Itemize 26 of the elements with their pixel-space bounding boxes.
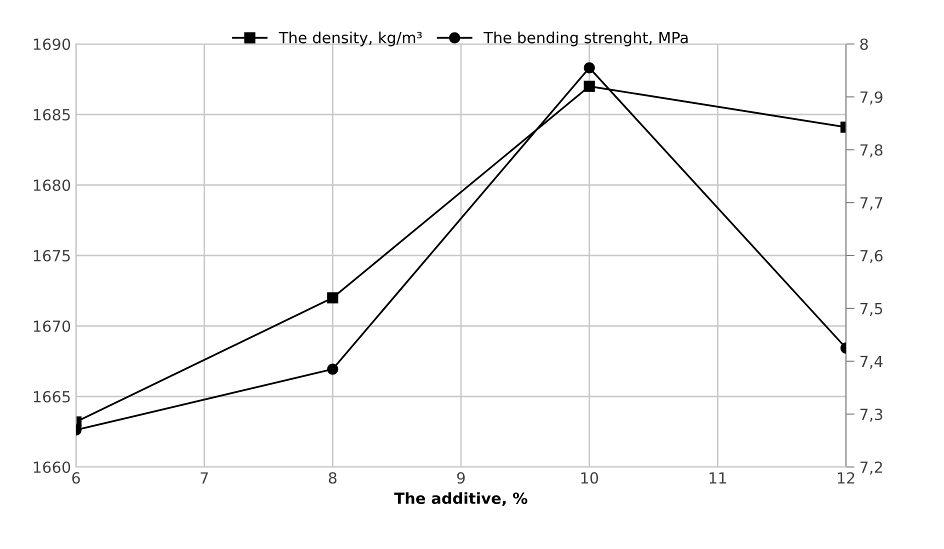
y-tick-label: 1680 <box>34 179 70 192</box>
y2-tick-label: 7,6 <box>860 250 883 264</box>
x-tick-label: 6 <box>72 472 80 484</box>
x-tick-label: 9 <box>457 472 465 484</box>
y-tick-label: 1670 <box>34 320 70 332</box>
x-axis-title: The additive, % <box>394 492 528 506</box>
y-tick-label: 1660 <box>34 461 70 474</box>
y2-tick-label: 7,2 <box>860 461 882 475</box>
x-tick-label: 7 <box>200 472 208 484</box>
y2-tick-label: 7,5 <box>860 303 882 316</box>
x-tick-label: 10 <box>581 472 598 484</box>
x-tick-label: 11 <box>710 472 726 484</box>
y2-tick-label: 7,7 <box>860 197 882 210</box>
y2-tick-label: 7,8 <box>860 144 882 158</box>
y2-tick-label: 7,4 <box>860 356 883 369</box>
y-tick-label: 1665 <box>34 390 70 403</box>
legend-label: The density, kg/m³ <box>278 32 422 46</box>
y-tick-label: 1675 <box>34 250 70 262</box>
y2-tick-label: 8 <box>860 38 868 50</box>
x-tick-label: 12 <box>838 472 854 484</box>
y2-tick-label: 7,3 <box>860 408 882 422</box>
x-tick-label: 8 <box>328 472 336 484</box>
y-tick-label: 1690 <box>34 38 70 50</box>
legend-label: The bending strenght, MPa <box>484 32 688 46</box>
y2-tick-label: 7,9 <box>860 91 882 104</box>
y-tick-label: 1685 <box>34 108 70 121</box>
